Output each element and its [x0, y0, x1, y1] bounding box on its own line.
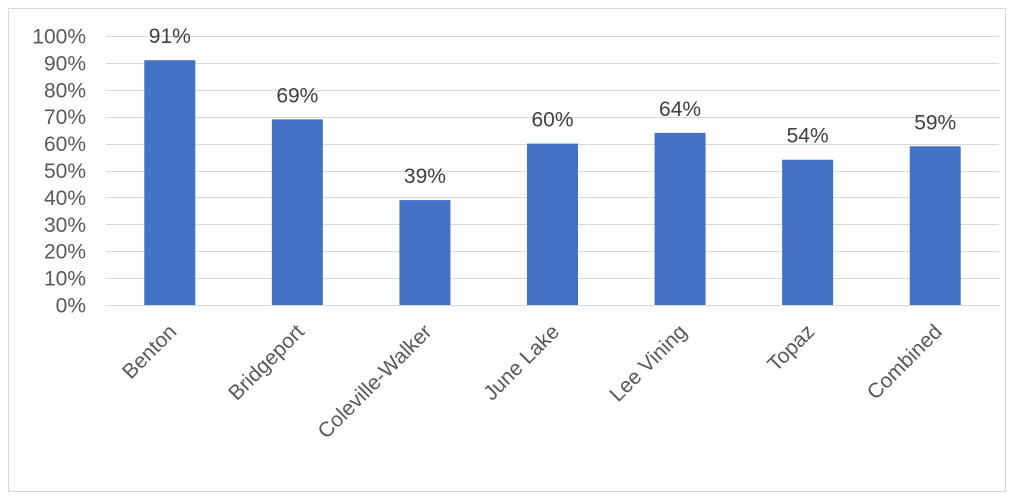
bars [144, 60, 961, 306]
y-tick-label: 90% [44, 52, 86, 75]
data-label: 91% [149, 25, 191, 48]
y-tick-label: 40% [44, 187, 86, 210]
y-tick-label: 80% [44, 79, 86, 102]
x-category-label: Lee Vining [605, 320, 691, 406]
data-label: 54% [787, 125, 829, 148]
bar-coleville-walker [399, 200, 451, 305]
bar-bridgeport [271, 119, 323, 305]
y-tick-label: 0% [56, 295, 86, 318]
y-tick-label: 50% [44, 160, 86, 183]
y-tick-label: 100% [32, 26, 86, 49]
data-label: 64% [659, 98, 701, 121]
bar-benton [144, 60, 196, 306]
gridlines [106, 36, 999, 306]
data-label: 39% [404, 165, 446, 188]
x-category-label: June Lake [479, 320, 564, 405]
y-tick-label: 60% [44, 133, 86, 156]
x-category-label: Topaz [763, 320, 819, 376]
bar-topaz [782, 159, 834, 305]
y-axis-tick-labels: 0% 10% 20% 30% 40% 50% 60% 70% 80% 90% 100% [32, 26, 86, 318]
y-tick-label: 20% [44, 241, 86, 264]
y-tick-label: 30% [44, 214, 86, 237]
bar-combined [909, 146, 961, 305]
bar-june-lake [527, 143, 578, 305]
x-category-label: Combined [863, 320, 947, 404]
x-category-label: Coleville-Walker [313, 320, 436, 443]
data-labels: 91% 69% 39% 60% 64% 54% 59% [149, 25, 956, 188]
x-category-label: Bridgeport [224, 320, 309, 405]
y-tick-label: 70% [44, 106, 86, 129]
bar-lee-vining [654, 132, 706, 305]
y-tick-label: 10% [44, 268, 86, 291]
data-label: 69% [276, 84, 318, 107]
data-label: 59% [914, 111, 956, 134]
x-axis-category-labels: Benton Bridgeport Coleville-Walker June Lak… [118, 320, 947, 443]
x-category-label: Benton [118, 320, 181, 383]
data-label: 60% [531, 109, 573, 132]
